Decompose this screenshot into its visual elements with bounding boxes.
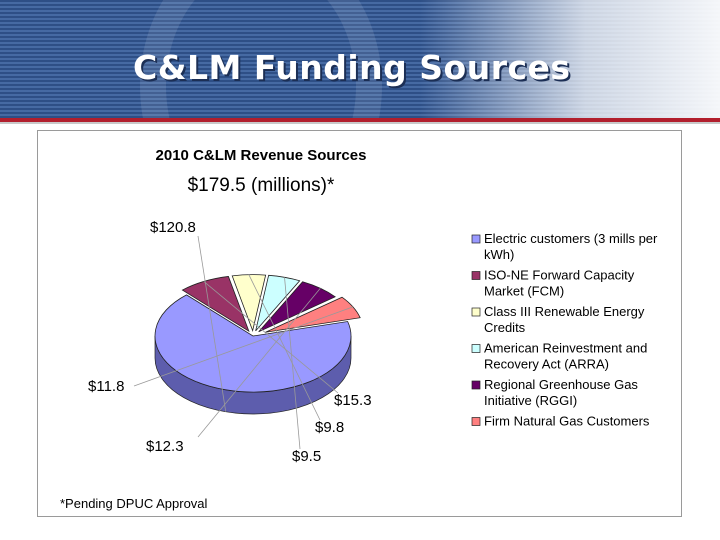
- leader-line: [133, 306, 354, 387]
- leader-line: [248, 274, 321, 421]
- chart-title: 2010 C&LM Revenue Sources: [156, 147, 367, 164]
- chart-subtitle: $179.5 (millions)*: [188, 175, 335, 196]
- data-labels: $120.8 $15.3 $9.8 $9.5 $12.3 $11.8: [88, 219, 372, 465]
- pie-slice: [255, 274, 301, 332]
- pie-chart: 2010 C&LM Revenue Sources $179.5 (millio…: [60, 147, 658, 511]
- leader-line: [203, 281, 339, 394]
- legend-entry: Electric customers (3 mills per kWh): [484, 231, 658, 262]
- chart-frame: 2010 C&LM Revenue Sources $179.5 (millio…: [37, 130, 682, 517]
- legend-entry: Regional Greenhouse Gas Initiative (RGGI): [484, 377, 638, 408]
- data-label: $15.3: [334, 392, 372, 409]
- legend: Electric customers (3 mills per kWh) ISO-N…: [471, 231, 658, 429]
- leader-line: [284, 277, 301, 450]
- leader-line: [197, 288, 321, 438]
- banner-shadow-rule: [0, 122, 720, 124]
- legend-entry: American Reinvestment and Recovery Act (A…: [484, 341, 647, 372]
- data-label: $11.8: [88, 378, 124, 395]
- legend-swatch: [471, 234, 481, 244]
- slide-title: C&LM Funding Sources: [133, 48, 571, 87]
- legend-swatch: [471, 271, 481, 280]
- chart-footnote: *Pending DPUC Approval: [60, 496, 208, 511]
- data-label: $9.8: [315, 419, 344, 436]
- leader-line: [197, 235, 227, 412]
- leader-lines: [133, 235, 354, 450]
- banner-fade: [420, 0, 720, 118]
- pie-tops: [154, 274, 361, 393]
- legend-entry: ISO-NE Forward Capacity Market (FCM): [484, 268, 635, 299]
- title-banner: [0, 0, 720, 118]
- data-label: $120.8: [150, 219, 196, 236]
- legend-swatch: [471, 344, 481, 353]
- legend-entry: Firm Natural Gas Customers: [484, 414, 650, 429]
- data-label: $9.5: [292, 448, 321, 465]
- legend-entry: Class III Renewable Energy Credits: [484, 304, 645, 335]
- legend-swatch: [471, 380, 481, 390]
- legend-swatch: [471, 307, 481, 317]
- legend-swatch: [471, 417, 481, 426]
- data-label: $12.3: [146, 438, 184, 455]
- banner-accent-rule: [0, 118, 720, 122]
